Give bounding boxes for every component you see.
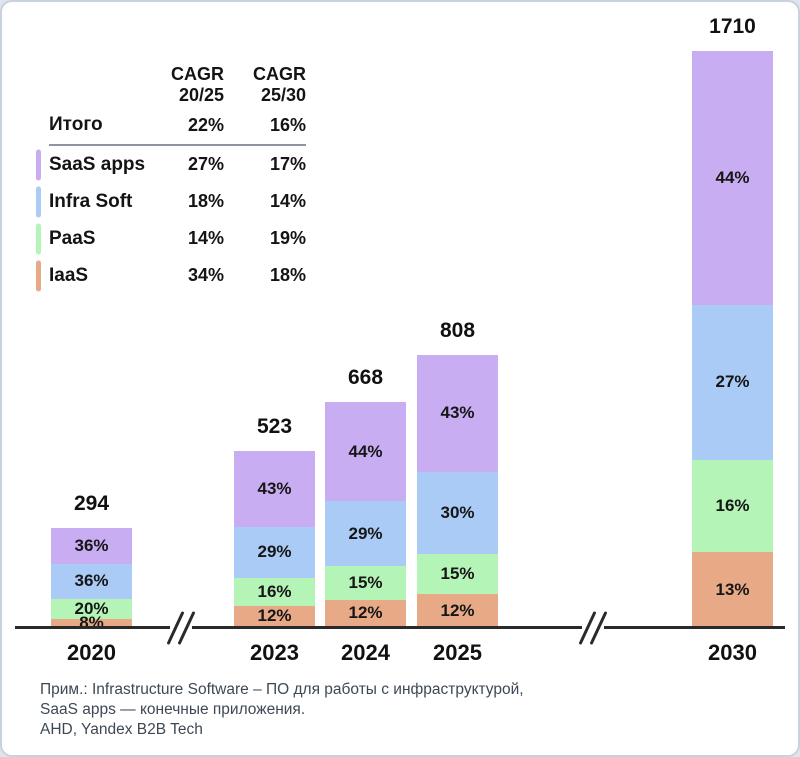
segment-percent-label-paas-2025: 15% (440, 563, 475, 583)
bar-2023: 12% 16% 29% 43% (234, 450, 315, 627)
saas-apps-cagr-2025: 27% (187, 154, 224, 174)
iaas-color-chip (36, 260, 41, 291)
cagr-2530-header-line2: 25/30 (260, 85, 306, 105)
cagr-2025-header-line2: 20/25 (178, 85, 224, 105)
segment-percent-label-saas-apps-2024: 44% (348, 441, 383, 461)
source-note: Прим.: Infrastructure Software – ПО для … (40, 680, 524, 740)
segment-saas-apps-2024: 44% (325, 402, 406, 502)
cagr-2530-header-line1: CAGR (253, 64, 306, 84)
segment-iaas-2025: 12% (417, 594, 498, 627)
total-label-2023: 523 (256, 414, 293, 438)
year-label-2020: 2020 (67, 640, 116, 665)
segment-percent-label-paas-2030: 16% (715, 496, 750, 516)
segment-percent-label-infra-soft-2020: 36% (74, 571, 109, 591)
paas-cagr-2025: 14% (187, 228, 224, 248)
bar-2030: 13% 16% 27% 44% (692, 51, 773, 627)
year-label-2023: 2023 (250, 640, 299, 665)
segment-percent-label-saas-apps-2025: 43% (440, 403, 475, 423)
source-note-line3: AHD, Yandex B2B Tech (40, 721, 203, 738)
segment-percent-label-saas-apps-2030: 44% (715, 167, 750, 187)
legend-total-cagr-2530: 16% (269, 114, 306, 135)
segment-paas-2020: 20% (51, 599, 132, 620)
legend-total-cagr-2025: 22% (187, 114, 224, 135)
segment-paas-2023: 16% (234, 577, 315, 606)
bar-2020: 8% 20% 36% 36% (51, 528, 132, 632)
segment-paas-2025: 15% (417, 553, 498, 595)
legend-saas-apps-label: SaaS apps (49, 153, 146, 175)
segment-percent-label-paas-2023: 16% (257, 581, 292, 601)
total-label-2020: 294 (73, 492, 110, 515)
segment-percent-label-iaas-2024: 12% (348, 603, 383, 623)
segment-infra-soft-2020: 36% (51, 563, 132, 600)
total-label-2030: 1710 (709, 15, 756, 39)
legend-row-paas: PaaS 14% 19% (36, 220, 306, 257)
total-label-2025: 808 (439, 318, 476, 342)
saas-apps-cagr-2530: 17% (269, 154, 306, 174)
source-note-line1: Прим.: Infrastructure Software – ПО для … (40, 681, 524, 698)
segment-infra-soft-2030: 27% (692, 304, 773, 461)
segment-percent-label-paas-2024: 15% (348, 573, 383, 593)
segment-iaas-2030: 13% (692, 552, 773, 627)
cagr-2530-column-header: CAGR 25/30 (224, 64, 306, 106)
segment-infra-soft-2023: 29% (234, 526, 315, 578)
bar-2024: 12% 15% 29% 44% (325, 402, 406, 627)
segment-infra-soft-2024: 29% (325, 501, 406, 567)
source-note-line2: SaaS apps — конечные приложения. (40, 701, 306, 718)
segment-percent-label-saas-apps-2020: 36% (74, 535, 109, 555)
legend-iaas-label: IaaS (49, 264, 89, 286)
legend-infra-soft-label: Infra Soft (49, 190, 133, 212)
segment-percent-label-infra-soft-2024: 29% (348, 523, 383, 543)
segment-percent-label-infra-soft-2025: 30% (440, 502, 475, 522)
year-label-2025: 2025 (433, 640, 482, 665)
year-label-2030: 2030 (708, 640, 757, 665)
segment-saas-apps-2020: 36% (51, 528, 132, 564)
axis-break-2 (582, 624, 604, 631)
segment-percent-label-infra-soft-2030: 27% (715, 372, 750, 392)
axis-break-1 (170, 624, 192, 631)
paas-cagr-2530: 19% (269, 228, 306, 248)
infra-soft-cagr-2530: 14% (269, 191, 306, 211)
segment-percent-label-infra-soft-2023: 29% (257, 542, 292, 562)
segment-percent-label-iaas-2023: 12% (257, 606, 292, 626)
total-label-2024: 668 (347, 366, 384, 390)
legend-header-row: CAGR 20/25 CAGR 25/30 (49, 56, 306, 106)
legend-row-infra-soft: Infra Soft 18% 14% (36, 183, 306, 220)
iaas-cagr-2530: 18% (269, 265, 306, 285)
infra-soft-color-chip (36, 186, 41, 217)
iaas-cagr-2025: 34% (187, 265, 224, 285)
cagr-legend-table: CAGR 20/25 CAGR 25/30 Итого 22% 16% SaaS… (36, 56, 306, 294)
segment-iaas-2024: 12% (325, 600, 406, 627)
cagr-2025-column-header: CAGR 20/25 (156, 64, 224, 106)
segment-saas-apps-2025: 43% (417, 354, 498, 472)
infra-soft-cagr-2025: 18% (187, 191, 224, 211)
legend-paas-label: PaaS (49, 227, 96, 249)
year-label-2024: 2024 (341, 640, 390, 665)
segment-percent-label-saas-apps-2023: 43% (257, 478, 292, 498)
legend-row-total: Итого 22% 16% (49, 106, 306, 146)
segment-percent-label-paas-2020: 20% (74, 599, 109, 619)
segment-paas-2024: 15% (325, 566, 406, 600)
segment-saas-apps-2030: 44% (692, 51, 773, 305)
bar-2025: 12% 15% 30% 43% (417, 354, 498, 627)
paas-color-chip (36, 223, 41, 254)
saas-apps-color-chip (36, 149, 41, 180)
segment-saas-apps-2023: 43% (234, 450, 315, 527)
x-axis-line (15, 626, 785, 629)
legend-row-saas-apps: SaaS apps 27% 17% (36, 146, 306, 183)
segment-iaas-2023: 12% (234, 605, 315, 627)
segment-infra-soft-2025: 30% (417, 471, 498, 554)
segment-paas-2030: 16% (692, 460, 773, 553)
cagr-2025-header-line1: CAGR (171, 64, 224, 84)
legend-row-iaas: IaaS 34% 18% (36, 257, 306, 294)
segment-percent-label-iaas-2025: 12% (440, 600, 475, 620)
legend-total-label: Итого (49, 114, 103, 135)
segment-percent-label-iaas-2030: 13% (715, 579, 750, 599)
